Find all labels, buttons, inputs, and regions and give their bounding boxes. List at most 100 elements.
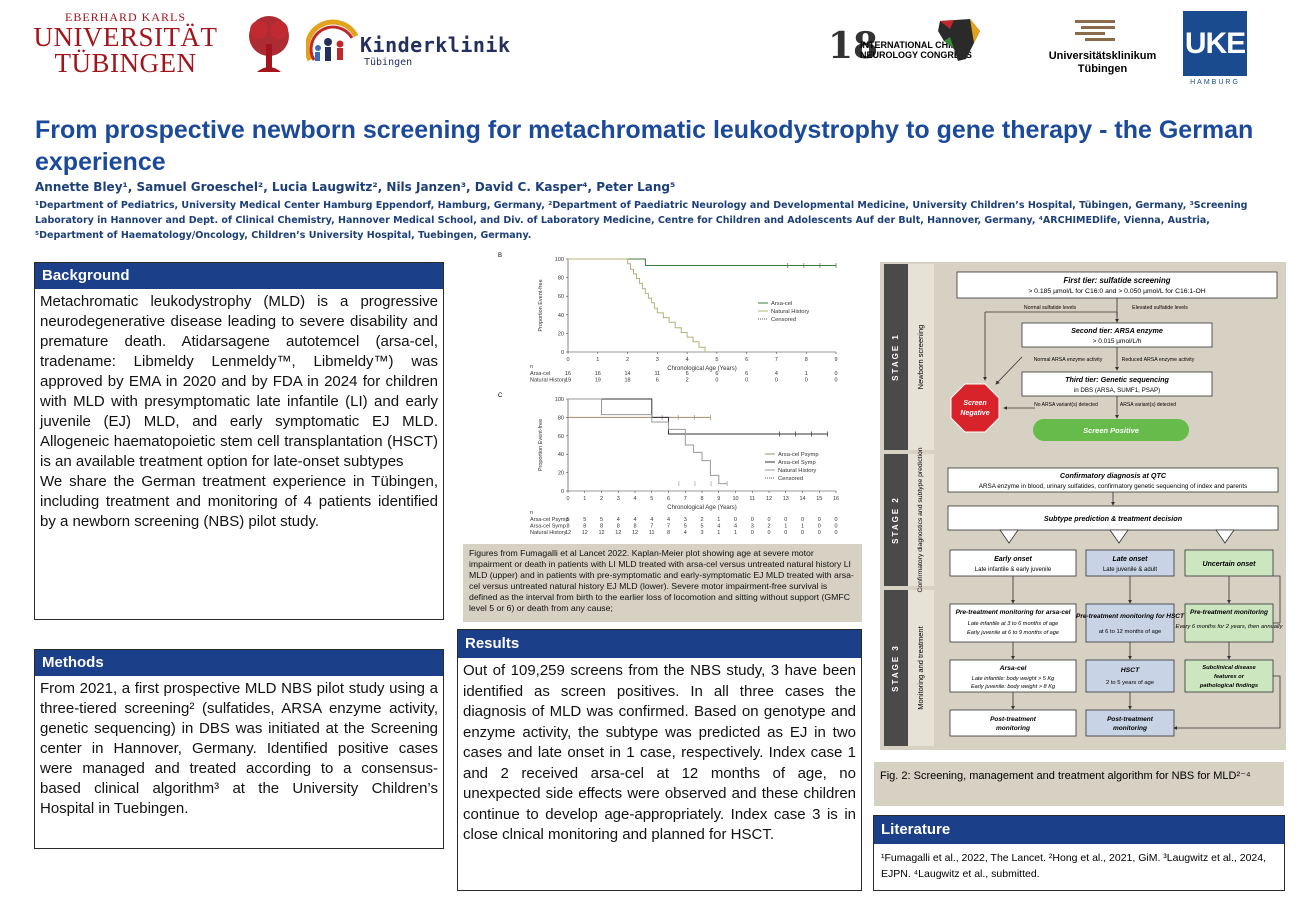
risk-table-value: 4 — [734, 524, 737, 530]
logo-text: Tübingen — [364, 57, 413, 68]
risk-table-value: 1 — [734, 530, 737, 536]
risk-table-value: 1 — [805, 371, 808, 377]
logo-text: Tübingen — [1077, 63, 1128, 75]
arsacel-text-2: Early juvenile: body weight > 8 Kg — [971, 684, 1056, 690]
flowchart-svg: STAGE 1 Newborn screening STAGE 2 Confir… — [884, 264, 1284, 746]
methods-paragraph: From 2021, a first prospective MLD NBS p… — [40, 680, 438, 817]
tier2-box — [1021, 322, 1213, 348]
risk-table-value: 0 — [784, 530, 787, 536]
ukt-logo: Universitätsklinikum Tübingen — [1040, 50, 1165, 76]
legend-label: Arsa-cel — [771, 301, 792, 307]
risk-table-value: 0 — [775, 378, 778, 384]
pre-hsct-text: at 6 to 12 months of age — [1099, 629, 1162, 635]
x-tick-label: 2 — [600, 496, 603, 502]
x-tick-label: 8 — [700, 496, 703, 502]
early-onset-box — [949, 549, 1077, 577]
risk-table-value: 0 — [751, 517, 754, 523]
background-paragraph-2: We share the German treatment experience… — [40, 473, 438, 530]
risk-table-value: 1 — [801, 524, 804, 530]
risk-table-value: 8 — [566, 524, 569, 530]
risk-table-value: 2 — [700, 517, 703, 523]
risk-table-value: 12 — [582, 530, 588, 536]
risk-table-value: 8 — [667, 530, 670, 536]
x-tick-label: 0 — [566, 357, 569, 363]
risk-table-value: 0 — [834, 378, 837, 384]
risk-table-value: 5 — [600, 517, 603, 523]
logo-text: Universitätsklinikum — [1048, 50, 1157, 62]
risk-table-header: n — [530, 364, 533, 370]
stage3-bar — [884, 590, 908, 746]
confirm-text: ARSA enzyme in blood, urinary sulfatides… — [979, 483, 1247, 490]
chart-caption: Figures from Fumagalli et al Lancet 2022… — [463, 544, 862, 622]
risk-table-value: 5 — [566, 517, 569, 523]
risk-table-value: 5 — [700, 524, 703, 530]
post-treatment-1-box — [949, 709, 1077, 737]
late-onset-label: Late onset — [1112, 556, 1148, 563]
x-axis-label: Chronological Age (Years) — [667, 505, 737, 511]
tier1-box — [956, 271, 1278, 299]
pre-arsa-text-1: Late infantile at 3 to 6 months of age — [968, 621, 1059, 627]
risk-table-value: 0 — [767, 530, 770, 536]
screen-negative-octagon — [950, 383, 1000, 433]
risk-table-value: 18 — [624, 378, 630, 384]
late-onset-sub: Late juvenile & adult — [1103, 567, 1157, 573]
risk-table-value: 1 — [717, 517, 720, 523]
tier3-box — [1021, 371, 1213, 397]
risk-table-value: 6 — [686, 371, 689, 377]
risk-table-value: 4 — [717, 524, 720, 530]
early-onset-sub: Late infantile & early juvenile — [975, 567, 1052, 573]
y-tick-label: 40 — [558, 313, 564, 319]
no-variant-label: No ARSA variant(s) detected — [1034, 402, 1098, 408]
uncertain-onset-label: Uncertain onset — [1203, 561, 1257, 568]
x-tick-label: 6 — [667, 496, 670, 502]
risk-table-value: 0 — [751, 530, 754, 536]
risk-table-value: 8 — [617, 524, 620, 530]
km-curve-arsa-cel — [568, 258, 836, 266]
panel-label: B — [498, 253, 502, 259]
subclinical-line-1: Subclinical disease — [1202, 665, 1256, 671]
x-tick-label: 1 — [596, 357, 599, 363]
legend-label: Natural History — [771, 309, 809, 315]
author-list: Annette Bley¹, Samuel Groeschel², Lucia … — [35, 180, 676, 194]
elevated-sulfatide-label: Elevated sulfatide levels — [1132, 305, 1188, 311]
tier1-text: > 0.185 µmol/L for C16:0 and > 0.050 µmo… — [1028, 288, 1205, 295]
x-tick-label: 16 — [833, 496, 839, 502]
risk-table-value: 0 — [818, 524, 821, 530]
y-tick-label: 0 — [561, 489, 564, 495]
pre-hsct-title: Pre-treatment monitoring for HSCT — [1076, 613, 1185, 620]
icnc-logo: INTERNATIONAL CHILD NEUROLOGY CONGRESS — [860, 40, 975, 60]
legend-label: Arsa-cel Psymp — [778, 452, 819, 458]
background-paragraph-1: Metachromatic leukodystrophy (MLD) is a … — [40, 293, 438, 470]
km-curve-natural-history — [568, 398, 728, 485]
subtype-label: Subtype prediction & treatment decision — [1044, 514, 1183, 523]
x-tick-label: 9 — [717, 496, 720, 502]
y-tick-label: 40 — [558, 452, 564, 458]
stage1-sub-label: Newborn screening — [916, 325, 925, 390]
tier1-title: First tier: sulfatide screening — [1063, 276, 1170, 285]
screen-positive-pill — [1033, 419, 1189, 441]
hsct-title: HSCT — [1121, 667, 1140, 674]
x-tick-label: 12 — [766, 496, 772, 502]
literature-heading: Literature — [874, 816, 1284, 844]
post-treatment-2-box — [1085, 709, 1175, 737]
pre-arsa-title: Pre-treatment monitoring for arsa-cel — [956, 609, 1071, 616]
y-tick-label: 0 — [561, 350, 564, 356]
y-tick-label: 100 — [555, 257, 564, 263]
post1-line-2: monitoring — [996, 725, 1030, 732]
x-tick-label: 14 — [799, 496, 805, 502]
africa-map-icon — [930, 15, 985, 65]
risk-table-value: 0 — [745, 378, 748, 384]
y-tick-label: 80 — [558, 276, 564, 282]
background-heading: Background — [35, 263, 443, 289]
risk-table-value: 3 — [751, 524, 754, 530]
reduced-arsa-label: Reduced ARSA enzyme activity — [1122, 357, 1195, 363]
pre-hsct-box — [1085, 603, 1175, 643]
kaplan-meier-figure: B 0 20 40 60 80 100 0 1 2 3 4 5 6 7 8 9 Chronological Age… — [470, 247, 865, 540]
literature-text: ¹Fumagalli et al., 2022, The Lancet. ²Ho… — [881, 852, 1267, 880]
kinderklinik-logo-icon — [304, 16, 360, 68]
tier3-text: in DBS (ARSA, SUMF1, PSAP) — [1074, 387, 1160, 394]
ukt-logo-icon — [1075, 20, 1115, 44]
methods-section: Methods From 2021, a first prospective M… — [34, 649, 444, 849]
tier2-text: > 0.015 µmol/L/h — [1093, 338, 1142, 345]
arsacel-title: Arsa-cel — [999, 665, 1027, 672]
